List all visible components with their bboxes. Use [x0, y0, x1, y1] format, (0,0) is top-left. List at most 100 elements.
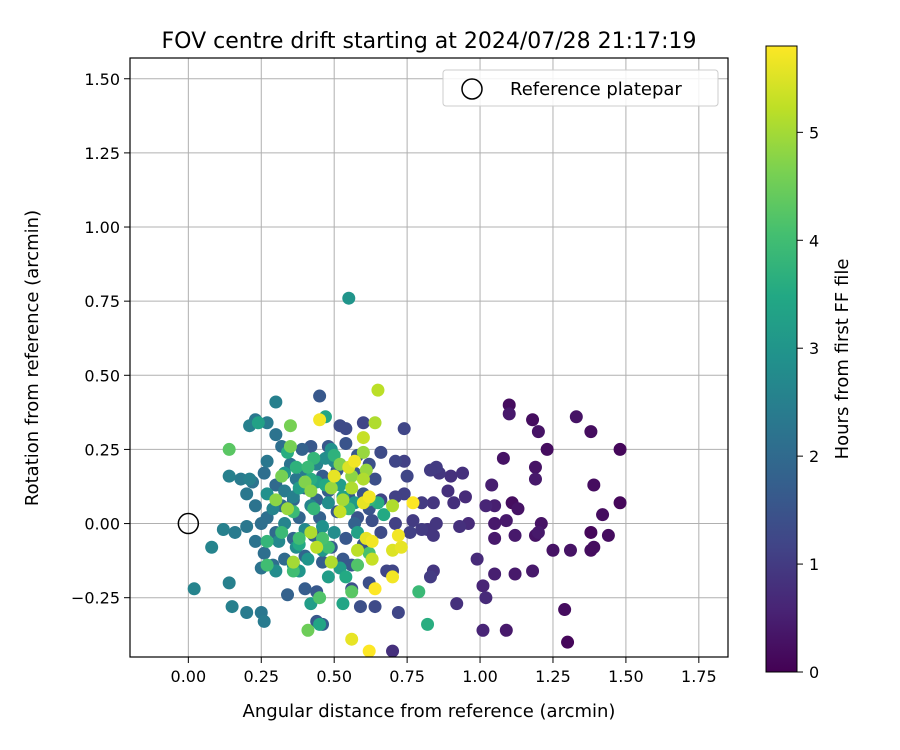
scatter-point	[353, 600, 367, 614]
scatter-point	[526, 564, 540, 578]
scatter-point	[453, 520, 467, 534]
scatter-point	[216, 522, 230, 536]
y-tick-label: 0.75	[84, 292, 120, 311]
scatter-point	[286, 555, 300, 569]
legend-label: Reference platepar	[510, 79, 682, 100]
scatter-point	[569, 410, 583, 424]
scatter-point	[301, 552, 315, 566]
scatter-point	[304, 484, 318, 498]
scatter-point	[257, 614, 271, 628]
scatter-point	[368, 416, 382, 430]
scatter-point	[458, 490, 472, 504]
scatter-point	[324, 555, 338, 569]
scatter-point	[289, 460, 303, 474]
scatter-point	[496, 451, 510, 465]
scatter-point	[528, 460, 542, 474]
colorbar-tick-label: 0	[809, 663, 819, 682]
scatter-point	[365, 534, 379, 548]
scatter-point	[281, 588, 295, 602]
x-axis-label: Angular distance from reference (arcmin)	[243, 701, 616, 722]
scatter-point	[345, 585, 359, 599]
scatter-point	[351, 558, 365, 572]
colorbar-tick-label: 1	[809, 555, 819, 574]
scatter-point	[386, 499, 400, 513]
y-tick-label: 1.00	[84, 218, 120, 237]
scatter-point	[356, 416, 370, 430]
scatter-point	[313, 389, 327, 403]
scatter-point	[254, 517, 268, 531]
scatter-point	[310, 540, 324, 554]
scatter-point	[222, 442, 236, 456]
scatter-point	[365, 514, 379, 528]
scatter-point	[546, 543, 560, 557]
scatter-point	[403, 525, 417, 539]
scatter-point	[307, 502, 321, 516]
scatter-point	[388, 454, 402, 468]
scatter-point	[479, 591, 493, 605]
scatter-point	[386, 570, 400, 584]
scatter-point	[596, 508, 610, 522]
colorbar-tick-label: 4	[809, 231, 819, 250]
scatter-point	[499, 514, 513, 528]
y-tick-label: −0.25	[71, 589, 120, 608]
scatter-point	[584, 425, 598, 439]
colorbar-gradient	[765, 45, 798, 673]
scatter-point	[316, 520, 330, 534]
scatter-point	[447, 496, 461, 510]
scatter-point	[528, 472, 542, 486]
reference-platepar-marker	[177, 512, 200, 535]
scatter-point	[362, 490, 376, 504]
scatter-point	[426, 496, 440, 510]
scatter-point	[260, 454, 274, 468]
scatter-point	[362, 644, 376, 657]
scatter-point	[368, 582, 382, 596]
y-tick-label: 0.50	[84, 366, 120, 385]
scatter-point	[348, 454, 362, 468]
scatter-point	[456, 466, 470, 480]
scatter-point	[313, 591, 327, 605]
scatter-point	[339, 436, 353, 450]
scatter-point	[187, 582, 201, 596]
scatter-point	[444, 469, 458, 483]
scatter-point	[345, 481, 359, 495]
scatter-point	[336, 597, 350, 611]
scatter-point	[531, 425, 545, 439]
scatter-point	[397, 422, 411, 436]
scatter-point	[502, 407, 516, 421]
scatter-point	[345, 632, 359, 646]
scatter-point	[563, 543, 577, 557]
scatter-point	[257, 546, 271, 560]
scatter-point	[365, 552, 379, 566]
scatter-point	[476, 579, 490, 593]
scatter-point	[502, 398, 516, 412]
scatter-point	[540, 442, 554, 456]
scatter-point	[339, 422, 353, 436]
scatter-point	[412, 585, 426, 599]
scatter-point	[587, 540, 601, 554]
y-tick-label: 0.25	[84, 440, 120, 459]
scatter-point	[470, 552, 484, 566]
scatter-point	[295, 442, 309, 456]
scatter-point	[356, 445, 370, 459]
legend-open-circle-icon	[461, 78, 483, 100]
scatter-point	[400, 469, 414, 483]
scatter-point	[584, 525, 598, 539]
x-tick-label: 0.00	[171, 667, 207, 686]
scatter-point	[269, 395, 283, 409]
scatter-point	[248, 534, 262, 548]
scatter-point	[257, 466, 271, 480]
scatter-point	[333, 505, 347, 519]
scatter-point	[426, 528, 440, 542]
scatter-point	[342, 291, 356, 305]
scatter-point	[374, 525, 388, 539]
scatter-point	[391, 606, 405, 620]
scatter-point	[248, 499, 262, 513]
scatter-point	[441, 484, 455, 498]
scatter-point	[240, 606, 254, 620]
scatter-point	[371, 383, 385, 397]
scatter-point	[613, 496, 627, 510]
scatter-point	[281, 502, 295, 516]
scatter-point	[488, 531, 502, 545]
scatter-point	[275, 525, 289, 539]
